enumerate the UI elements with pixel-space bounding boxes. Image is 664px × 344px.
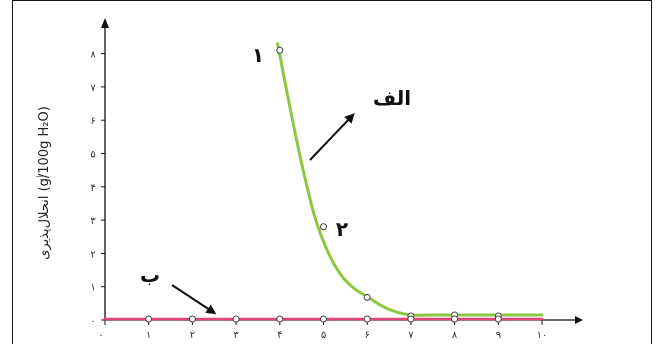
- series-alef-line: [276, 42, 544, 317]
- series-be-point: [494, 315, 502, 323]
- point-label-1: ۱: [252, 43, 264, 67]
- series-layer: [103, 42, 544, 323]
- series-be-point: [451, 315, 459, 323]
- y-tick-label: ۵: [90, 150, 95, 161]
- x-tick-label: ۷: [408, 330, 414, 341]
- x-tick-label: ۱۰: [537, 330, 548, 341]
- y-tick-label: ۴: [90, 183, 95, 194]
- annotation-be-arrow: [171, 284, 217, 315]
- y-axis-label: انحلال‌پذیری (g/100g H₂O): [37, 106, 52, 260]
- y-tick-label: ۱: [90, 283, 95, 294]
- series-be-point: [145, 315, 153, 323]
- series-be-point: [363, 315, 371, 323]
- ticks: ۰ ۱ ۲ ۳ ۴ ۵ ۶ ۷ ۸ ۹ ۱۰ ۰ ۱ ۲ ۳ ۴ ۵ ۶ ۷ ۸: [90, 50, 547, 341]
- point-label-2: ۲: [336, 217, 348, 241]
- x-tick-label: ۵: [321, 330, 326, 341]
- x-tick-label: ۸: [452, 330, 458, 341]
- y-tick-label: ۰: [90, 316, 95, 327]
- series-alef-point: [363, 293, 371, 301]
- stray-mark: ــ: [36, 167, 43, 180]
- x-tick-label: ۱: [146, 330, 151, 341]
- chart-frame: [12, 0, 652, 344]
- series-be-point: [320, 315, 327, 323]
- x-tick-label: ۲: [190, 330, 195, 341]
- x-tick-label: ۹: [496, 330, 501, 341]
- annotations-layer: الف ب ۱ ۲: [140, 43, 411, 315]
- x-tick-label: ۶: [365, 330, 370, 341]
- series-be-point: [407, 315, 415, 323]
- x-tick-label: ۳: [233, 330, 239, 341]
- x-axis-arrow: [575, 316, 583, 324]
- x-tick-label: ۰: [98, 330, 103, 341]
- series-be-point: [276, 315, 284, 323]
- x-tick-label: ۴: [277, 330, 282, 341]
- y-tick-label: ۲: [90, 249, 95, 260]
- y-tick-label: ۶: [90, 116, 95, 127]
- annotation-alef-label: الف: [373, 86, 411, 110]
- series-alef-point: [320, 223, 327, 231]
- y-tick-label: ۸: [90, 50, 96, 61]
- annotation-be-label: ب: [140, 263, 160, 287]
- y-tick-label: ۳: [90, 216, 96, 227]
- series-be-point: [232, 315, 240, 323]
- y-axis-arrow: [101, 18, 109, 28]
- y-tick-label: ۷: [90, 83, 96, 94]
- annotation-alef-arrow: [309, 113, 355, 161]
- series-be-point: [188, 315, 196, 323]
- series-alef-point: [276, 46, 284, 54]
